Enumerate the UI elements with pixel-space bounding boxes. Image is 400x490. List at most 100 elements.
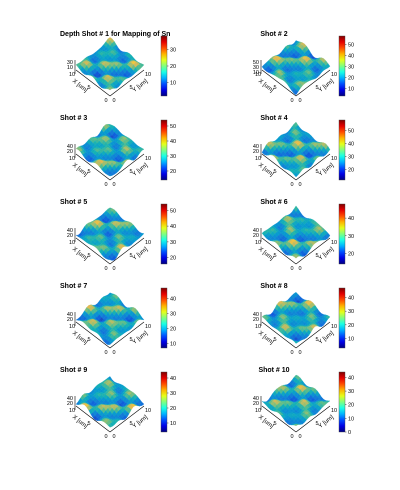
y-tick-label: 0 xyxy=(298,98,301,104)
x-tick-label: 10 xyxy=(255,72,261,78)
x-tick-label: 0 xyxy=(104,434,107,440)
subplot-title: Shot # 2 xyxy=(260,31,287,38)
surface xyxy=(261,40,331,96)
subplot-title: Shot # 7 xyxy=(60,283,87,290)
y-axis-label: Y [um] xyxy=(132,162,150,178)
y-tick-label: 0 xyxy=(112,182,115,188)
colorbar-tick-label: 40 xyxy=(348,375,354,381)
x-axis-line xyxy=(75,321,111,349)
x-tick-label: 5 xyxy=(273,253,276,259)
z-tick-label: 40 xyxy=(67,396,73,402)
colorbar-tick-label: 10 xyxy=(348,336,354,342)
colorbar-tick-label: 20 xyxy=(348,403,354,409)
subplot-title: Shot # 4 xyxy=(260,115,287,122)
y-axis-label: Y [um] xyxy=(318,330,336,346)
surface xyxy=(75,376,145,428)
z-tick-label: 30 xyxy=(67,60,73,66)
colorbar xyxy=(338,287,346,349)
z-tick-label: 40 xyxy=(67,228,73,234)
x-tick-label: 0 xyxy=(104,182,107,188)
surface xyxy=(75,207,145,261)
x-axis-line xyxy=(261,237,297,265)
colorbar xyxy=(338,119,346,181)
colorbar-tick-label: 50 xyxy=(170,208,176,214)
x-tick-label: 5 xyxy=(273,337,276,343)
x-axis-label: X [um] xyxy=(71,79,89,95)
x-tick-label: 5 xyxy=(273,421,276,427)
y-tick-label: 0 xyxy=(112,266,115,272)
y-axis-line xyxy=(109,237,145,265)
y-tick-label: 10 xyxy=(145,324,151,330)
y-tick-label: 10 xyxy=(145,156,151,162)
surface xyxy=(75,37,145,91)
y-tick-label: 0 xyxy=(112,98,115,104)
x-axis-line xyxy=(261,153,297,181)
x-tick-label: 10 xyxy=(69,240,75,246)
x-tick-label: 0 xyxy=(290,182,293,188)
y-tick-label: 10 xyxy=(331,72,337,78)
x-tick-label: 0 xyxy=(290,266,293,272)
colorbar-tick-label: 50 xyxy=(348,43,354,49)
y-tick-label: 5 xyxy=(129,169,132,175)
subplot-title: Depth Shot # 1 for Mapping of Sn xyxy=(60,31,170,38)
x-tick-label: 5 xyxy=(87,253,90,259)
subplot-title: Shot # 6 xyxy=(260,199,287,206)
surface xyxy=(75,124,145,177)
y-axis-label: Y [um] xyxy=(132,330,150,346)
x-axis-label: X [um] xyxy=(257,331,275,347)
x-axis-line xyxy=(261,405,297,433)
y-tick-label: 10 xyxy=(331,324,337,330)
colorbar-tick-label: 30 xyxy=(348,65,354,71)
surface-patch xyxy=(293,340,299,344)
x-axis-label: X [um] xyxy=(71,415,89,431)
y-axis-label: Y [um] xyxy=(318,414,336,430)
surface xyxy=(261,205,331,259)
colorbar-tick-label: 40 xyxy=(170,224,176,230)
y-axis-line xyxy=(295,237,331,265)
colorbar-tick-label: 50 xyxy=(170,124,176,130)
y-axis-line xyxy=(295,153,331,181)
subplot-title: Shot # 3 xyxy=(60,115,87,122)
z-tick-label: 40 xyxy=(253,228,259,234)
colorbar-tick-label: 40 xyxy=(348,54,354,60)
y-tick-label: 10 xyxy=(331,408,337,414)
x-axis-line xyxy=(75,237,111,265)
z-tick-label: 40 xyxy=(253,396,259,402)
z-tick-label: 40 xyxy=(67,312,73,318)
colorbar-tick-label: 30 xyxy=(170,391,176,397)
colorbar-tick-label: 10 xyxy=(348,86,354,92)
y-axis-label: Y [um] xyxy=(318,246,336,262)
y-tick-label: 10 xyxy=(331,156,337,162)
x-axis-label: X [um] xyxy=(257,247,275,263)
x-axis-label: X [um] xyxy=(257,415,275,431)
colorbar-tick-label: 20 xyxy=(170,64,176,70)
colorbar-tick-label: 30 xyxy=(348,309,354,315)
surface xyxy=(75,292,145,345)
x-tick-label: 5 xyxy=(273,169,276,175)
z-tick-label: 20 xyxy=(67,317,73,323)
z-tick-label: 20 xyxy=(253,233,259,239)
y-tick-label: 5 xyxy=(315,169,318,175)
z-tick-label: 20 xyxy=(253,401,259,407)
x-axis-line xyxy=(261,69,297,97)
z-tick-label: 10 xyxy=(67,65,73,71)
y-axis-line xyxy=(109,69,145,97)
z-tick-label: 40 xyxy=(253,144,259,150)
surface-patch xyxy=(293,89,299,96)
colorbar-tick-label: 10 xyxy=(170,421,176,427)
y-tick-label: 0 xyxy=(298,434,301,440)
x-tick-label: 0 xyxy=(290,350,293,356)
x-axis-label: X [um] xyxy=(71,331,89,347)
y-tick-label: 5 xyxy=(129,337,132,343)
x-tick-label: 10 xyxy=(69,408,75,414)
y-tick-label: 0 xyxy=(298,350,301,356)
colorbar-tick-label: 30 xyxy=(170,154,176,160)
surface-patch xyxy=(107,174,113,177)
colorbar xyxy=(160,35,168,97)
x-tick-label: 0 xyxy=(104,266,107,272)
colorbar-tick-label: 20 xyxy=(348,75,354,81)
